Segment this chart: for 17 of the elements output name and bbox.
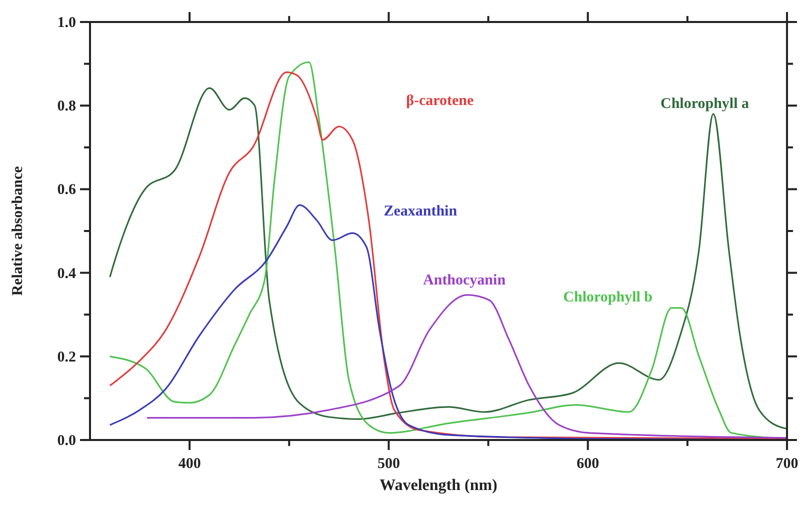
y-tick-label: 0.4 [57, 266, 76, 282]
series-label: Anthocyanin [423, 272, 506, 289]
y-tick-label: 1.0 [57, 15, 76, 31]
series-label: Chlorophyll a [660, 96, 750, 112]
x-axis-title: Wavelength (nm) [380, 477, 498, 494]
x-tick-label: 500 [377, 456, 400, 472]
y-axis-title: Relative absorbance [10, 166, 26, 296]
text: β-carotene [406, 92, 474, 109]
x-tick-label: 600 [576, 456, 600, 472]
y-tick-label: 0.0 [57, 433, 76, 449]
y-tick-label: 0.6 [57, 182, 76, 198]
series-label: Zeaxanthin [384, 204, 458, 220]
y-tick-label: 0.8 [57, 98, 76, 115]
x-tick-label: 700 [776, 456, 798, 472]
y-tick-label: 0.2 [57, 349, 76, 366]
series-label: Chlorophyll b [563, 289, 653, 306]
x-tick-label: 400 [178, 456, 201, 472]
